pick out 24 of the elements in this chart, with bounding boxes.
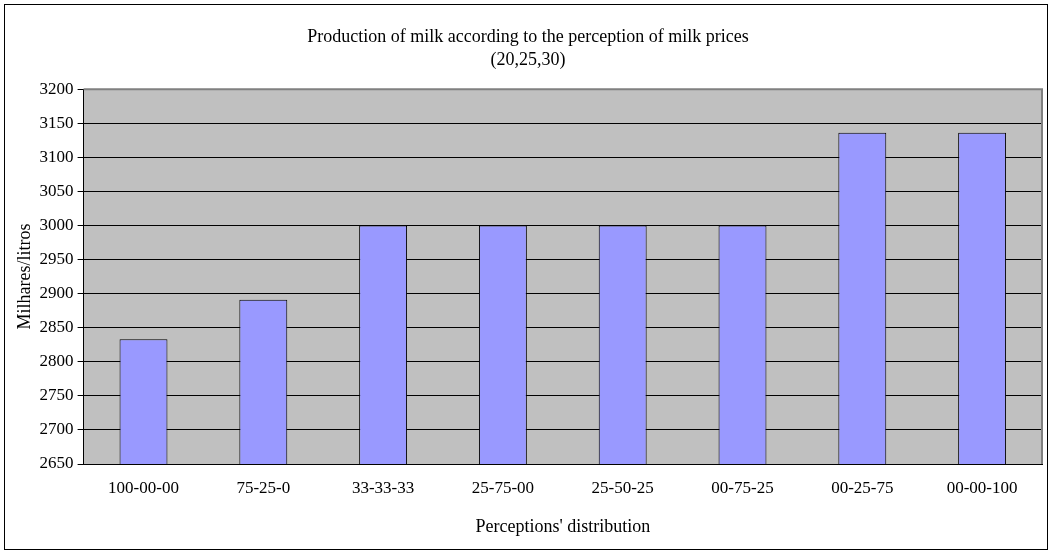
x-tick-label: 00-25-75 xyxy=(831,477,894,497)
x-tick-label: 33-33-33 xyxy=(351,477,415,497)
x-tick-label: 25-50-25 xyxy=(591,477,654,497)
y-tick-label: 2800 xyxy=(39,351,74,371)
x-axis-title: Perceptions' distribution xyxy=(475,515,651,536)
y-axis-title: Milhares/litros xyxy=(13,223,34,330)
y-tick-label: 2750 xyxy=(39,385,74,405)
y-tick-label: 3050 xyxy=(39,180,74,200)
y-tick-label: 2900 xyxy=(39,283,74,303)
y-tick-label: 3150 xyxy=(39,112,74,132)
y-tick-label: 3200 xyxy=(39,78,74,98)
chart-title: Production of milk according to the perception of milk prices xyxy=(307,25,749,46)
y-tick-label: 2700 xyxy=(39,419,74,439)
y-tick-label: 2950 xyxy=(39,249,74,269)
x-tick-label: 00-00-100 xyxy=(946,477,1018,497)
x-tick-label: 75-25-0 xyxy=(236,477,291,497)
y-tick-label: 2850 xyxy=(39,317,74,337)
y-tick-label: 3000 xyxy=(39,214,74,234)
x-tick-label: 00-75-25 xyxy=(711,477,774,497)
x-tick-label: 100-00-00 xyxy=(108,477,179,497)
chart-subtitle: (20,25,30) xyxy=(490,49,566,71)
y-tick-label: 2650 xyxy=(39,453,74,473)
x-tick-label: 25-75-00 xyxy=(471,477,535,497)
y-tick-label: 3100 xyxy=(39,146,74,166)
